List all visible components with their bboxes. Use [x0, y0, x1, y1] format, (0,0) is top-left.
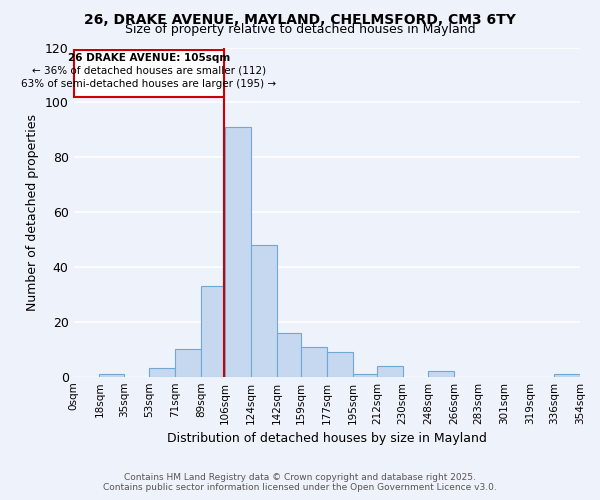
- Bar: [327, 352, 353, 376]
- Bar: [301, 346, 327, 376]
- Bar: [277, 333, 301, 376]
- FancyBboxPatch shape: [74, 50, 224, 97]
- Bar: [554, 374, 580, 376]
- Text: Size of property relative to detached houses in Mayland: Size of property relative to detached ho…: [125, 22, 475, 36]
- Y-axis label: Number of detached properties: Number of detached properties: [26, 114, 40, 310]
- X-axis label: Distribution of detached houses by size in Mayland: Distribution of detached houses by size …: [167, 432, 487, 445]
- Text: 26 DRAKE AVENUE: 105sqm: 26 DRAKE AVENUE: 105sqm: [68, 53, 230, 63]
- Text: ← 36% of detached houses are smaller (112): ← 36% of detached houses are smaller (11…: [32, 66, 266, 76]
- Bar: [201, 286, 225, 376]
- Bar: [353, 374, 377, 376]
- Bar: [251, 245, 277, 376]
- Bar: [377, 366, 403, 376]
- Bar: [149, 368, 175, 376]
- Text: Contains HM Land Registry data © Crown copyright and database right 2025.
Contai: Contains HM Land Registry data © Crown c…: [103, 473, 497, 492]
- Bar: [428, 371, 454, 376]
- Bar: [175, 349, 201, 376]
- Text: 26, DRAKE AVENUE, MAYLAND, CHELMSFORD, CM3 6TY: 26, DRAKE AVENUE, MAYLAND, CHELMSFORD, C…: [84, 12, 516, 26]
- Bar: [225, 127, 251, 376]
- Bar: [100, 374, 124, 376]
- Text: 63% of semi-detached houses are larger (195) →: 63% of semi-detached houses are larger (…: [21, 79, 276, 89]
